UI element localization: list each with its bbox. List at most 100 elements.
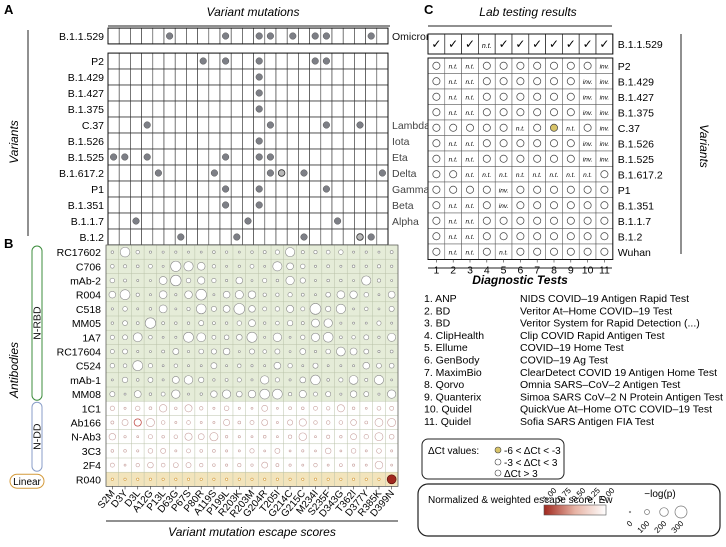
variant-cell	[208, 148, 221, 166]
test-result-dot	[533, 108, 542, 117]
escape-score-circle	[225, 449, 229, 453]
escape-score-circle	[249, 420, 255, 425]
test-result-dot	[533, 77, 542, 86]
escape-score-circle	[148, 307, 153, 311]
test-invalid: inv.	[583, 156, 593, 163]
variant-cell	[298, 196, 310, 214]
variant-cell	[320, 68, 333, 86]
test-result-dot	[449, 185, 458, 194]
escape-score-circle	[285, 247, 295, 258]
escape-score-circle	[212, 449, 216, 453]
escape-score-circle	[174, 449, 178, 453]
escape-score-circle	[110, 264, 115, 269]
p-legend-circle	[674, 505, 688, 519]
variant-cell	[186, 27, 198, 45]
panel-c-variant-label: B.1.525	[618, 154, 654, 166]
escape-score-circle	[272, 388, 283, 400]
escape-score-circle	[377, 350, 381, 353]
variant-label: B.1.429	[68, 72, 104, 84]
escape-score-circle	[325, 292, 331, 298]
variant-cell	[118, 116, 131, 134]
test-not-tested: n.t.	[449, 110, 458, 117]
panel-c-variant-label: B.1.2	[618, 231, 643, 243]
escape-score-circle	[352, 463, 356, 467]
variant-cell	[107, 27, 120, 45]
escape-score-circle	[275, 463, 280, 467]
escape-score-circle	[390, 264, 394, 268]
variant-cell	[197, 116, 210, 134]
escape-score-circle	[149, 279, 152, 282]
test-result-dot	[499, 232, 508, 241]
variant-cell	[163, 132, 176, 150]
escape-score-circle	[374, 432, 384, 442]
test-not-tested: n.t.	[465, 218, 474, 225]
variant-cell	[331, 116, 344, 134]
variant-cell	[264, 68, 277, 86]
escape-score-circle	[135, 321, 140, 325]
variant-cell	[309, 84, 322, 102]
variant-cell	[152, 27, 165, 45]
escape-score-circle	[313, 477, 317, 481]
escape-score-circle	[174, 406, 178, 410]
variant-label: B.1.351	[68, 200, 104, 212]
variant-cell	[264, 100, 277, 118]
escape-score-circle	[376, 406, 382, 411]
antibody-label: MM08	[72, 389, 101, 401]
escape-score-circle	[199, 463, 204, 468]
test-result-dot-tan	[550, 123, 558, 132]
diagnostic-tests-title: Diagnostic Tests	[472, 273, 568, 287]
escape-score-circle	[288, 392, 293, 397]
p-legend-circle	[644, 509, 650, 515]
escape-score-circle	[339, 335, 343, 340]
escape-score-circle	[210, 348, 217, 355]
escape-score-circle	[223, 419, 231, 426]
escape-score-circle	[135, 250, 140, 255]
variant-label: P2	[91, 56, 104, 68]
escape-score-circle	[263, 321, 267, 325]
test-maker-label: 7. MaximBio	[424, 367, 482, 379]
variant-cell	[107, 116, 120, 134]
antibody-label: mAb-2	[70, 276, 101, 288]
ct-legend-item-3: ΔCt > 3	[504, 469, 538, 480]
mutation-dot	[121, 153, 129, 161]
test-result-dot	[550, 139, 558, 148]
test-number-label: 10	[582, 265, 594, 277]
escape-score-circle	[301, 364, 305, 368]
variant-cell	[107, 132, 120, 150]
test-result-dot	[550, 232, 558, 241]
panel-c-variant-label: B.1.526	[618, 138, 654, 150]
mutation-dot	[367, 233, 375, 241]
escape-score-circle	[298, 390, 307, 399]
escape-score-circle	[262, 434, 267, 439]
test-result-dot	[566, 201, 575, 210]
mutation-dot	[110, 153, 118, 161]
escape-score-circle	[314, 279, 317, 282]
test-result-dot	[482, 185, 491, 194]
variant-cell	[208, 27, 221, 45]
variant-cell	[354, 148, 366, 166]
ct-legend-box	[421, 438, 565, 480]
test-result-dot	[499, 61, 508, 70]
escape-score-circle	[132, 332, 143, 343]
variant-cell	[342, 27, 355, 45]
escape-score-circle	[387, 389, 397, 399]
escape-score-circle	[184, 290, 193, 299]
escape-score-circle	[170, 274, 182, 287]
variant-cell	[197, 27, 210, 45]
escape-score-circle	[123, 463, 127, 467]
escape-score-circle	[338, 377, 344, 383]
escape-score-circle	[288, 350, 292, 353]
escape-score-circle	[262, 349, 267, 354]
mutation-dot	[255, 73, 263, 81]
escape-score-circle	[237, 463, 242, 468]
diagnostic-tests-list: 1. ANP NIDS COVID–19 Antigen Rapid Test 2.…	[424, 293, 723, 428]
variant-cell	[342, 116, 355, 134]
mutation-dot	[322, 121, 330, 129]
escape-score-circle	[339, 321, 343, 325]
escape-score-circle	[109, 363, 115, 369]
mutation-dot	[177, 233, 185, 241]
mutation-dot	[222, 153, 230, 161]
omicron-row-border	[427, 33, 614, 55]
variant-cell	[130, 180, 142, 198]
ct-legend-dot-open-small	[494, 458, 502, 466]
